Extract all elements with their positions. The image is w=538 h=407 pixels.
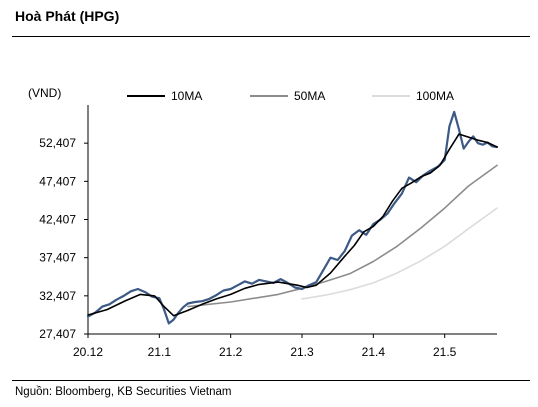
series-line-100ma	[301, 207, 498, 300]
series-line-10ma	[87, 133, 498, 317]
top-divider	[12, 36, 530, 37]
legend-item-100ma: 100MA	[372, 89, 454, 103]
legend-item-10ma: 10MA	[127, 89, 202, 103]
price-chart: 27,407 32,407 37,407 42,407 47,407 52,407 (VND…	[28, 86, 499, 359]
y-tick-label: 27,407	[39, 327, 76, 341]
y-tick-label: 37,407	[39, 251, 76, 265]
series-line-price	[86, 110, 499, 325]
legend-item-50ma: 50MA	[250, 89, 325, 103]
chart-axes: 27,407 32,407 37,407 42,407 47,407 52,407 (VND…	[28, 86, 497, 359]
x-tick-label: 21.5	[433, 345, 457, 359]
page-title: Hoà Phát (HPG)	[15, 8, 120, 24]
series-line-50ma	[187, 164, 498, 308]
legend-label: 100MA	[416, 89, 454, 103]
source-note: Nguồn: Bloomberg, KB Securities Vietnam	[15, 386, 232, 398]
x-tick-label: 20.12	[73, 345, 103, 359]
x-tick-label: 21.3	[290, 345, 314, 359]
x-tick-label: 21.4	[362, 345, 386, 359]
y-tick-label: 47,407	[39, 174, 76, 188]
y-axis-label: (VND)	[28, 86, 61, 100]
x-tick-label: 21.2	[219, 345, 243, 359]
x-tick-label: 21.1	[148, 345, 172, 359]
legend-label: 50MA	[294, 89, 325, 103]
chart-series	[86, 110, 499, 325]
bottom-divider	[12, 380, 530, 381]
y-tick-label: 42,407	[39, 213, 76, 227]
legend-label: 10MA	[171, 89, 202, 103]
chart-legend: 10MA 50MA 100MA	[127, 89, 454, 103]
y-tick-label: 52,407	[39, 136, 76, 150]
y-tick-label: 32,407	[39, 289, 76, 303]
